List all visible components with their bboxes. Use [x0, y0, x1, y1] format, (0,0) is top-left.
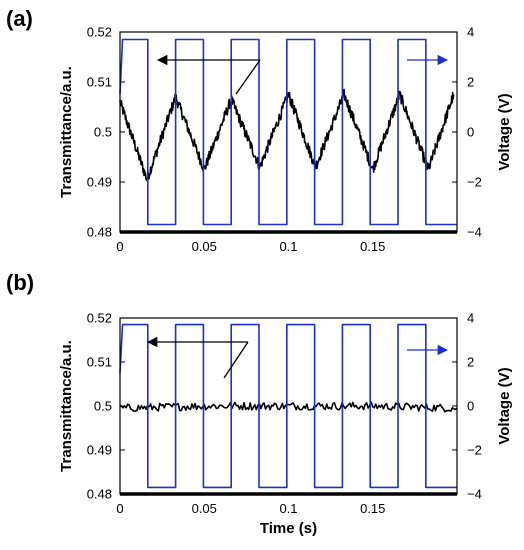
panel-b-x-axis-label: Time (s) — [260, 520, 317, 537]
x-tick-label: 0 — [116, 239, 123, 254]
y-tick-label: 0.5 — [94, 399, 112, 414]
y-tick-label: 0.52 — [87, 311, 112, 326]
panel-a-arrow-to-left-axis — [235, 59, 261, 95]
y-tick-label: 0.51 — [87, 75, 112, 90]
y2-tick-label: 4 — [467, 25, 474, 40]
y2-tick-label: −2 — [467, 175, 482, 190]
panel-a-plot-frame — [119, 31, 458, 233]
y2-tick-label: −2 — [467, 443, 482, 458]
panel-a-label: (a) — [6, 6, 33, 31]
panel-b-y2-axis-label: Voltage (V) — [496, 367, 513, 444]
panel-b-arrow-to-left-axis — [223, 341, 249, 379]
y2-tick-label: −4 — [467, 487, 482, 502]
y2-tick-label: 4 — [467, 311, 474, 326]
panel-a-annotations — [156, 54, 449, 95]
panel-a-y-ticks: 0.48 0.49 0.5 0.51 0.52 — [87, 25, 125, 240]
x-tick-label: 0.05 — [192, 239, 217, 254]
y2-tick-label: 0 — [467, 399, 474, 414]
y2-tick-label: −4 — [467, 225, 482, 240]
x-tick-label: 0.05 — [192, 501, 217, 516]
x-tick-label: 0.15 — [360, 239, 385, 254]
y-tick-label: 0.52 — [87, 25, 112, 40]
panel-b-series — [119, 323, 458, 489]
y-tick-label: 0.5 — [94, 125, 112, 140]
panel-a-series — [119, 38, 457, 226]
voltage-line — [119, 323, 457, 489]
y-tick-label: 0.48 — [87, 225, 112, 240]
y2-tick-label: 2 — [467, 75, 474, 90]
x-tick-label: 0.1 — [279, 501, 297, 516]
y-tick-label: 0.48 — [87, 487, 112, 502]
x-tick-label: 0.1 — [279, 239, 297, 254]
panel-b-annotations — [146, 336, 449, 379]
panel-b-y2-ticks: −4 −2 0 2 4 — [452, 311, 482, 502]
panel-a-y2-axis-label: Voltage (V) — [496, 93, 513, 170]
y-tick-label: 0.51 — [87, 355, 112, 370]
y-tick-label: 0.49 — [87, 175, 112, 190]
y2-tick-label: 0 — [467, 125, 474, 140]
y2-tick-label: 2 — [467, 355, 474, 370]
panel-b: (b) 0.48 0.49 0.5 0.51 0.52 −4 −2 0 2 4 0 0.05 0.1… — [6, 270, 513, 537]
panel-b-y-axis-label: Transmittance/a.u. — [58, 340, 75, 472]
transmittance-line — [119, 401, 458, 413]
x-tick-label: 0.15 — [360, 501, 385, 516]
panel-a-y-axis-label: Transmittance/a.u. — [58, 66, 75, 198]
voltage-line — [119, 38, 457, 226]
panel-b-label: (b) — [6, 270, 34, 295]
panel-b-x-ticks: 0 0.05 0.1 0.15 — [116, 501, 385, 516]
x-tick-label: 0 — [116, 501, 123, 516]
panel-a-x-ticks: 0 0.05 0.1 0.15 — [116, 239, 385, 254]
panel-b-y-ticks: 0.48 0.49 0.5 0.51 0.52 — [87, 311, 125, 502]
panel-a: (a) 0.48 0.49 0.5 0.51 0.52 −4 −2 0 2 4 0 0.05 0.1… — [6, 6, 513, 254]
y-tick-label: 0.49 — [87, 443, 112, 458]
